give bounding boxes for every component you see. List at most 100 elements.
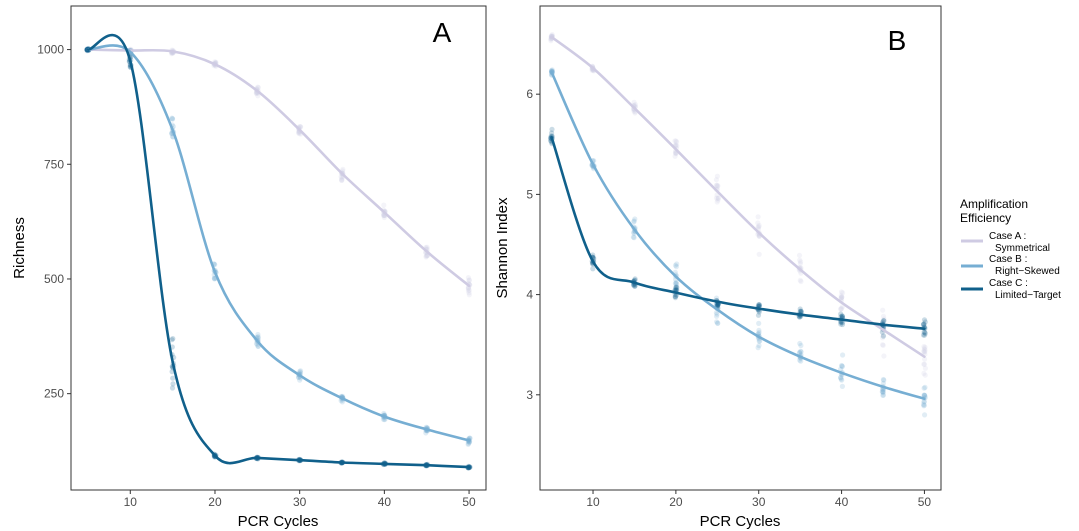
replicate-point-case-b [880, 392, 887, 398]
replicate-point-case-b [297, 377, 303, 383]
replicate-point-case-c [170, 336, 176, 342]
replicate-point-case-b [756, 342, 762, 349]
replicate-point-case-a [714, 199, 720, 205]
replicate-point-case-a [255, 93, 261, 99]
panel-b-x-axis-title: PCR Cycles [700, 513, 781, 530]
replicate-point-case-a [713, 195, 720, 201]
replicate-point-case-a [466, 287, 472, 293]
replicate-point-case-a [838, 295, 845, 301]
replicate-point-case-a [880, 332, 887, 338]
replicate-point-case-a [548, 38, 554, 44]
replicate-point-case-c [797, 306, 803, 312]
replicate-point-case-a [798, 278, 804, 285]
legend-title-line-1: Amplification [960, 197, 1028, 211]
replicate-point-case-a [839, 294, 845, 300]
replicate-point-case-a [880, 342, 886, 348]
panel-a-smooth-lines [86, 33, 471, 469]
replicate-point-case-b [838, 366, 844, 372]
replicate-point-case-b [714, 313, 720, 319]
series-line-case-b [550, 70, 926, 401]
replicate-point-case-b [838, 375, 844, 381]
replicate-point-case-a [381, 214, 387, 221]
y-tick-label: 4 [526, 288, 533, 302]
x-tick-label: 50 [462, 495, 476, 509]
replicate-point-case-a [715, 197, 721, 203]
panel-b-frame [539, 5, 942, 491]
replicate-point-case-b [631, 218, 637, 224]
panel-b-y-axis-title: Shannon Index [494, 197, 511, 298]
replicate-point-case-a [921, 346, 928, 352]
replicate-point-case-b [796, 349, 803, 356]
replicate-point-case-b [880, 388, 886, 395]
replicate-point-case-a [549, 31, 555, 38]
replicate-point-case-b [838, 376, 844, 382]
series-line-case-c [86, 33, 471, 469]
replicate-point-case-b [255, 331, 261, 338]
replicate-point-case-b [630, 234, 637, 240]
legend-title-line-2: Efficiency [960, 211, 1011, 225]
replicate-point-case-b [880, 392, 886, 398]
y-tick-label: 1000 [37, 43, 64, 57]
replicate-point-case-b [797, 357, 803, 363]
panel-b-x-ticks: 10 20 30 40 50 [586, 490, 931, 509]
replicate-point-case-b [921, 399, 927, 405]
replicate-point-case-c [674, 284, 680, 291]
replicate-point-case-a [755, 214, 761, 220]
replicate-point-case-a [881, 353, 887, 359]
replicate-point-case-b [921, 399, 927, 405]
replicate-point-case-a [880, 335, 886, 341]
y-tick-label: 750 [44, 157, 64, 171]
replicate-point-case-a [339, 177, 345, 183]
replicate-point-case-c [632, 283, 638, 289]
replicate-point-case-a [838, 293, 844, 299]
replicate-point-case-b [255, 334, 261, 340]
replicate-point-case-b [880, 390, 886, 396]
replicate-point-case-a [921, 370, 927, 376]
legend-label-case-b-line-1: Case B : [989, 254, 1027, 265]
replicate-point-case-b [674, 281, 680, 287]
replicate-point-case-a [423, 253, 429, 259]
x-tick-label: 50 [918, 495, 932, 509]
replicate-point-case-b [631, 235, 637, 241]
replicate-point-case-a [797, 257, 803, 263]
replicate-point-case-b [756, 338, 762, 344]
replicate-point-case-a [672, 138, 678, 144]
replicate-point-case-b [921, 403, 927, 409]
replicate-point-case-a [921, 344, 927, 350]
replicate-point-case-a [466, 277, 472, 283]
legend: Amplification Efficiency Case A : Symmet… [960, 197, 1061, 301]
panel-a-x-axis-title: PCR Cycles [238, 513, 319, 530]
replicate-point-case-c [549, 130, 555, 136]
replicate-point-case-a [715, 195, 721, 201]
replicate-point-case-b [922, 412, 928, 418]
replicate-point-case-c [880, 333, 887, 339]
replicate-point-case-a [796, 252, 803, 258]
replicate-point-case-c [169, 385, 176, 391]
replicate-point-case-a [838, 306, 844, 312]
replicate-point-case-b [632, 216, 638, 222]
replicate-point-case-b [714, 311, 720, 317]
replicate-point-case-a [424, 244, 430, 250]
replicate-point-case-a [673, 151, 679, 157]
replicate-point-case-c [632, 283, 638, 289]
replicate-point-case-c [921, 322, 927, 328]
replicate-point-case-b [715, 320, 721, 326]
replicate-point-case-c [838, 311, 844, 317]
legend-label-case-a-line-2: Symmetrical [995, 243, 1050, 254]
legend-item-case-a: Case A : Symmetrical [961, 231, 1050, 254]
replicate-point-case-c [756, 302, 763, 308]
panel-b-y-ticks: 3 4 5 6 [526, 87, 540, 402]
replicate-point-case-c [839, 313, 846, 319]
replicate-point-case-a [838, 295, 844, 301]
x-tick-label: 20 [669, 495, 683, 509]
replicate-point-case-c [797, 308, 803, 314]
replicate-point-case-b [714, 319, 720, 325]
replicate-point-case-c [714, 302, 721, 309]
replicate-point-case-b [839, 377, 845, 383]
replicate-point-case-c [839, 314, 845, 320]
panel-b: 10 20 30 40 50 3 4 5 6 B PCR Cycles Shannon Ind… [494, 5, 942, 530]
replicate-point-case-a [798, 259, 804, 265]
replicate-point-case-c [673, 285, 679, 291]
replicate-point-case-b [920, 401, 927, 407]
replicate-point-case-a [838, 289, 845, 295]
